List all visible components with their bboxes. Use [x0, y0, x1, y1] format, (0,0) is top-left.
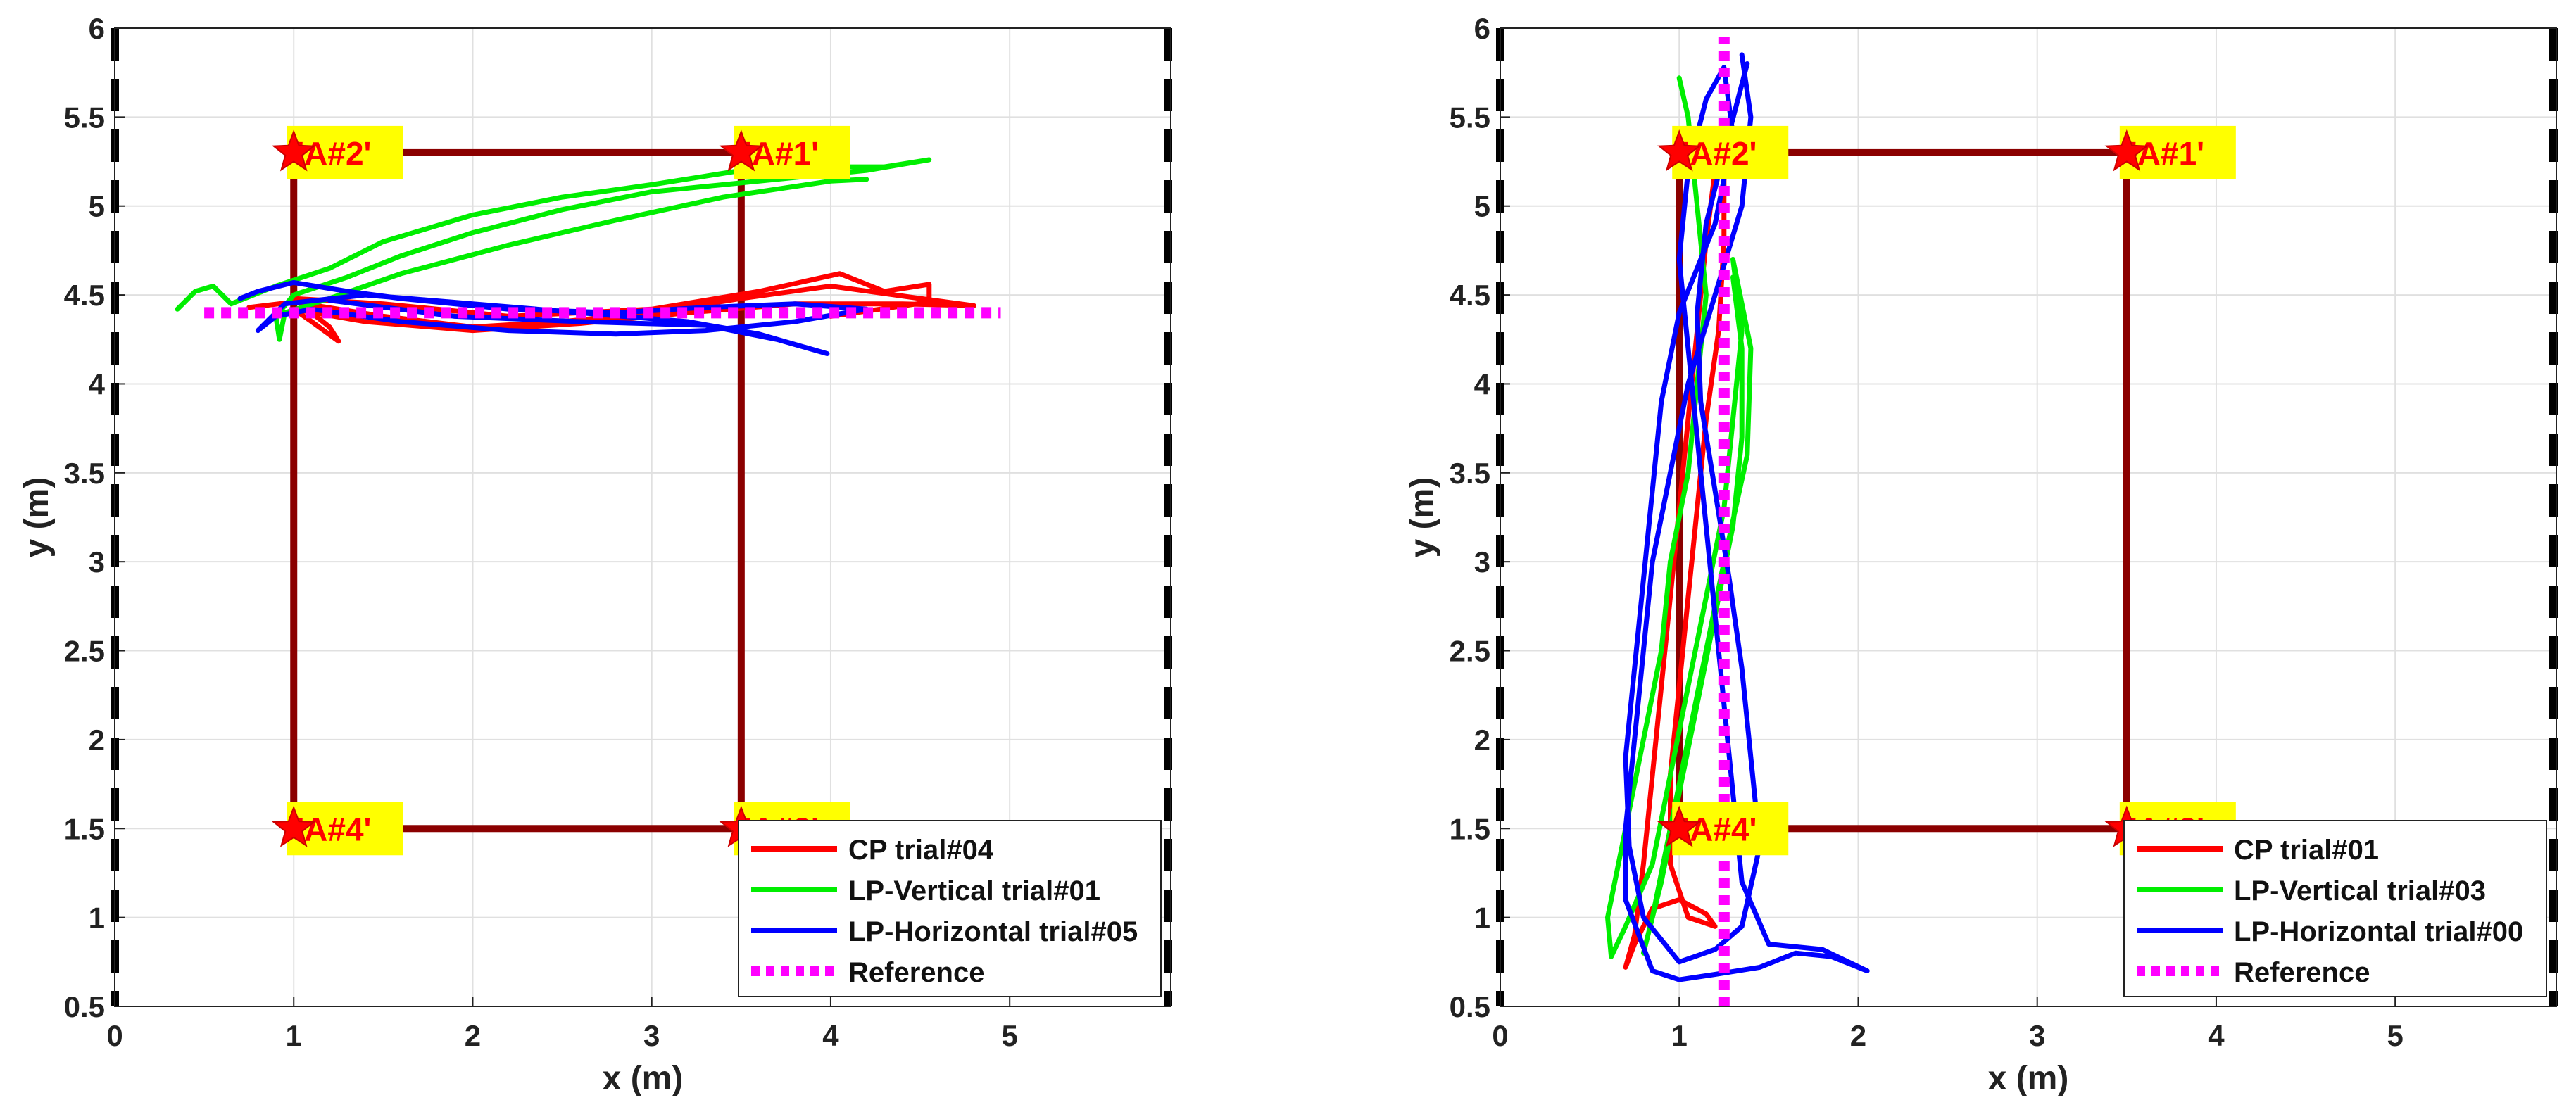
series-line-lp_vertical	[175, 157, 932, 342]
y-tick-label: 3.5	[64, 457, 105, 490]
legend-entry: CP trial#04	[848, 835, 994, 866]
anchor-label: 'A#4'	[1682, 811, 1757, 847]
legend: CP trial#01 LP-Vertical trial#03 LP-Horizo…	[2123, 820, 2547, 997]
x-tick-label: 3	[2029, 1019, 2045, 1052]
y-tick-label: 5	[89, 190, 105, 223]
y-tick-label: 2	[1474, 723, 1490, 757]
x-axis-label: x (m)	[1988, 1060, 2069, 1097]
y-tick-label: 0.5	[64, 990, 105, 1023]
y-tick-label: 5.5	[1450, 101, 1490, 134]
y-tick-label: 3	[1474, 545, 1490, 579]
left-panel: 0 1 2 3 4 5 0.5 1 1.5 2 2.5 3 3.5 4 4.5 5 5.5 6 'A#1' 'A#2'…	[18, 12, 1172, 1097]
legend-entry: LP-Vertical trial#03	[2234, 875, 2486, 906]
right-panel: 0 1 2 3 4 5 0.5 1 1.5 2 2.5 3 3.5 4 4.5 5 5.5 6 'A#1' 'A#2'…	[1404, 12, 2558, 1097]
legend-entry: LP-Vertical trial#01	[848, 875, 1100, 906]
y-tick-label: 2	[89, 723, 105, 757]
y-tick-label: 4	[1474, 367, 1491, 400]
anchor-label: 'A#1'	[2130, 135, 2204, 172]
x-tick-label: 3	[643, 1019, 660, 1052]
legend-entry: Reference	[848, 957, 984, 988]
y-tick-label: 2.5	[64, 635, 105, 668]
x-tick-label: 2	[465, 1019, 481, 1052]
series-line-lp_vertical	[1605, 75, 1754, 959]
anchor-rectangle	[290, 148, 745, 833]
legend: CP trial#04 LP-Vertical trial#01 LP-Horizo…	[738, 820, 1162, 997]
y-tick-label: 3.5	[1450, 457, 1490, 490]
anchor-label: 'A#1'	[744, 135, 819, 172]
y-tick-label: 1	[89, 902, 105, 935]
x-tick-label: 2	[1850, 1019, 1866, 1052]
y-tick-label: 0.5	[1450, 990, 1490, 1023]
x-tick-label: 5	[1002, 1019, 1018, 1052]
x-tick-label: 1	[1671, 1019, 1688, 1052]
y-tick-label: 4.5	[64, 279, 105, 312]
axes-frame	[1500, 27, 2557, 1007]
y-tick-label: 1.5	[64, 812, 105, 845]
anchor-star	[1657, 129, 1702, 172]
anchor-label: 'A#2'	[296, 135, 371, 172]
x-tick-label: 4	[2208, 1019, 2225, 1052]
axes-frame	[114, 27, 1171, 1007]
anchor-star	[1657, 805, 1702, 847]
anchor-star	[719, 129, 764, 172]
anchor-star	[271, 129, 316, 172]
y-axis-label: y (m)	[1404, 477, 1441, 558]
series-line-cp	[246, 271, 976, 344]
x-axis-label: x (m)	[603, 1060, 684, 1097]
y-tick-label: 4	[89, 367, 106, 400]
anchor-label: 'A#4'	[296, 811, 371, 847]
anchor-star	[271, 805, 316, 847]
x-tick-label: 0	[106, 1019, 122, 1052]
x-tick-label: 1	[286, 1019, 302, 1052]
anchor-label: 'A#2'	[1682, 135, 1757, 172]
legend-entry: LP-Horizontal trial#00	[2234, 916, 2523, 947]
legend-entry: CP trial#01	[2234, 835, 2379, 866]
y-tick-label: 1	[1474, 902, 1490, 935]
anchor-star	[2104, 129, 2149, 172]
y-tick-label: 1.5	[1450, 812, 1490, 845]
y-axis-label: y (m)	[18, 477, 56, 558]
y-tick-label: 3	[89, 545, 105, 579]
y-tick-label: 2.5	[1450, 635, 1490, 668]
y-tick-label: 4.5	[1450, 279, 1490, 312]
x-tick-label: 5	[2387, 1019, 2404, 1052]
y-tick-label: 6	[1474, 12, 1490, 45]
y-tick-label: 5	[1474, 190, 1490, 223]
legend-entry: LP-Horizontal trial#05	[848, 916, 1138, 947]
x-tick-label: 0	[1492, 1019, 1508, 1052]
x-tick-label: 4	[822, 1019, 839, 1052]
y-tick-label: 6	[89, 12, 105, 45]
y-tick-label: 5.5	[64, 101, 105, 134]
legend-entry: Reference	[2234, 957, 2370, 988]
